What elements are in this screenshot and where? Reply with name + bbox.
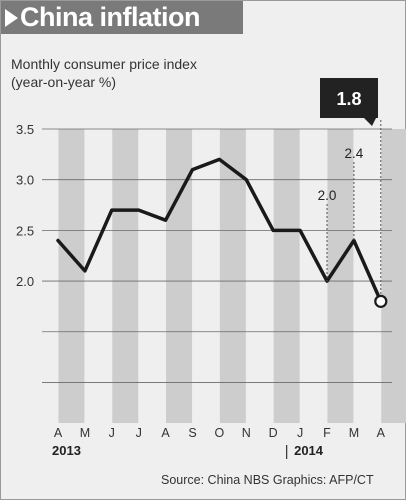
column-band	[219, 129, 246, 423]
year-label: 2013	[52, 443, 81, 458]
subtitle-line-2: (year-on-year %)	[11, 74, 117, 90]
y-tick-label: 3.0	[16, 173, 34, 188]
x-tick-label: A	[161, 426, 170, 440]
x-tick-label: N	[242, 426, 251, 440]
callout-label: 1.8	[336, 89, 361, 109]
x-tick-label: F	[323, 426, 331, 440]
x-tick-label: M	[80, 426, 90, 440]
title-bar: China inflation	[1, 1, 243, 34]
year-label: 2014	[294, 443, 324, 458]
y-tick-label: 2.5	[16, 223, 34, 238]
subtitle-line-1: Monthly consumer price index	[11, 56, 197, 72]
x-tick-label: O	[215, 426, 225, 440]
annotation-label: 2.4	[345, 146, 364, 161]
source-credit: Source: China NBS Graphics: AFP/CT	[161, 473, 374, 487]
end-marker	[374, 294, 388, 308]
column-band	[58, 129, 85, 423]
column-band	[273, 129, 300, 423]
callout-pointer	[364, 118, 376, 126]
x-tick-label: J	[297, 426, 303, 440]
callout-box	[320, 78, 378, 118]
column-band	[166, 129, 193, 423]
y-tick-label: 3.5	[16, 122, 34, 137]
x-tick-label: A	[377, 426, 386, 440]
x-tick-label: D	[269, 426, 278, 440]
column-band	[112, 129, 139, 423]
x-tick-label: J	[136, 426, 142, 440]
chart-title: China inflation	[20, 2, 200, 32]
x-tick-label: S	[188, 426, 196, 440]
column-band	[381, 129, 406, 423]
x-tick-label: J	[109, 426, 115, 440]
chart-subtitle: Monthly consumer price index (year-on-ye…	[11, 55, 197, 91]
x-tick-label: A	[54, 426, 63, 440]
y-tick-label: 2.0	[16, 274, 34, 289]
x-tick-label: M	[349, 426, 359, 440]
series-line	[56, 157, 383, 304]
annotation-label: 2.0	[318, 188, 337, 203]
play-arrow-icon	[5, 9, 18, 27]
